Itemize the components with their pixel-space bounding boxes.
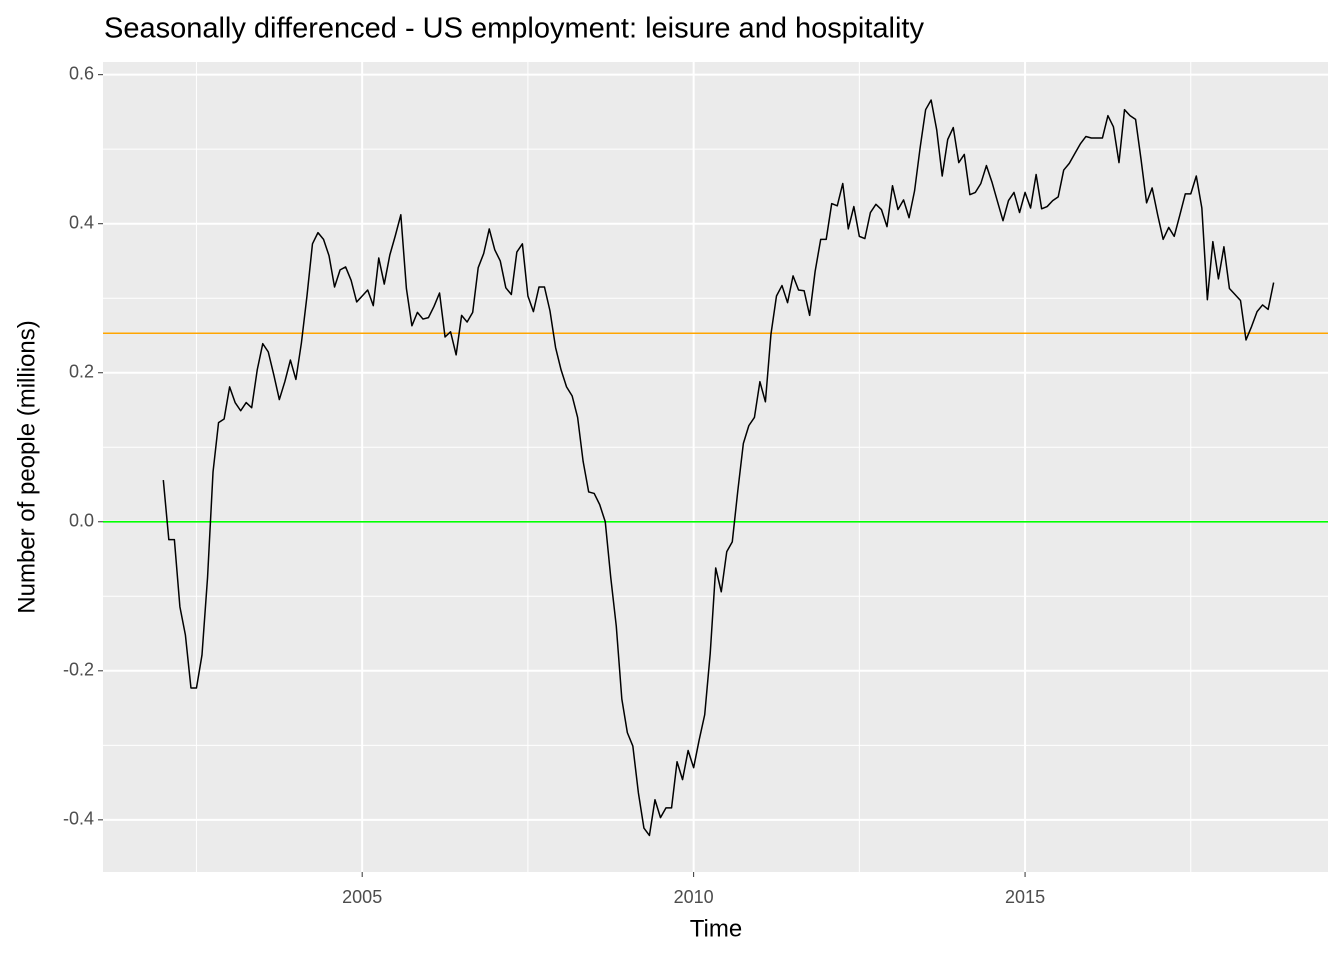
x-tick-label: 2005 [342,887,382,907]
y-tick-label: -0.4 [63,809,94,829]
x-tick-label: 2010 [674,887,714,907]
y-tick-label: -0.2 [63,660,94,680]
y-tick-label: 0.6 [69,63,94,83]
y-axis-title: Number of people (millions) [13,320,40,613]
y-tick-label: 0.4 [69,212,94,232]
x-axis-title: Time [690,915,742,942]
y-tick-label: 0.2 [69,361,94,381]
plot-panel [103,62,1328,872]
data-line [162,99,1275,837]
x-tick-label: 2015 [1005,887,1045,907]
chart-title: Seasonally differenced - US employment: … [104,13,924,45]
y-tick-label: 0.0 [69,511,94,531]
